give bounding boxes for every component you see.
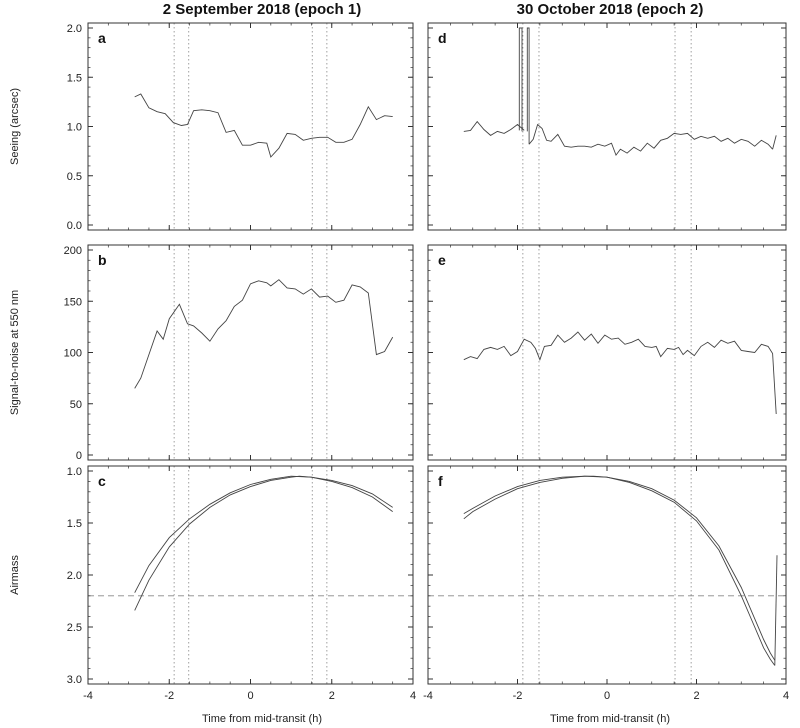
panel-f: -4 -2 0 2 4 f	[423, 465, 789, 702]
panel-f-series-1	[463, 475, 776, 666]
panel-d-series-1	[518, 27, 523, 132]
panel-c-letter: c	[98, 473, 106, 489]
panel-c-ytick-label-0: 1.0	[67, 466, 82, 478]
panel-a-ytick-label-4: 2.0	[67, 23, 82, 35]
panel-e: e	[427, 244, 787, 461]
left-column-title: 2 September 2018 (epoch 1)	[163, 1, 361, 18]
panel-a-ytick-label-0: 0.0	[67, 220, 82, 232]
panel-f-frame	[427, 465, 787, 685]
panel-f-series-0	[463, 475, 776, 661]
panel-c-xtick-label-3: 2	[329, 690, 335, 702]
panel-d-letter: d	[438, 30, 447, 46]
panel-a-frame	[87, 22, 414, 231]
panel-c-series-0	[134, 475, 393, 593]
panel-a-ytick-label-3: 1.5	[67, 72, 82, 84]
panel-c-y-axis-label: Airmass	[9, 555, 21, 595]
panel-c-xtick-label-2: 0	[247, 690, 253, 702]
panel-d-series-3	[528, 123, 773, 157]
panel-a-y-axis-label: Seeing (arcsec)	[9, 88, 21, 165]
panel-f-xtick-label-4: 4	[783, 690, 789, 702]
panel-b-ytick-label-4: 200	[64, 245, 82, 257]
panel-d-series-4	[772, 135, 777, 150]
panel-f-xtick-label-0: -4	[423, 690, 433, 702]
panel-a-ytick-label-2: 1.0	[67, 122, 82, 134]
panel-f-xtick-label-3: 2	[693, 690, 699, 702]
panel-a: 0.0 0.5 1.0 1.5 2.0 a Seeing (arcsec)	[9, 22, 414, 232]
panel-c-ytick-label-4: 3.0	[67, 674, 82, 686]
panel-d-series-0	[463, 120, 525, 136]
panel-e-letter: e	[438, 252, 446, 268]
panel-c: 1.0 1.5 2.0 2.5 3.0-4 -2 0 2 4 c Airmass	[9, 465, 416, 702]
right-column-title: 30 October 2018 (epoch 2)	[517, 1, 704, 18]
panel-b-ytick-label-1: 50	[70, 399, 82, 411]
panel-b-frame	[87, 244, 414, 461]
panel-e-series-0	[463, 331, 777, 415]
panel-d-series-2	[526, 27, 530, 145]
panel-c-ytick-label-3: 2.5	[67, 622, 82, 634]
left-x-axis-label: Time from mid-transit (h)	[202, 713, 322, 725]
panel-b: 0 50 100 150 200 b Signal-to-noise at 550 nm	[9, 244, 414, 462]
panel-c-frame	[87, 465, 414, 685]
panel-c-xtick-label-0: -4	[83, 690, 93, 702]
panel-b-ytick-label-3: 150	[64, 296, 82, 308]
panel-b-ytick-label-0: 0	[76, 450, 82, 462]
panel-c-ytick-label-1: 1.5	[67, 518, 82, 530]
panel-f-series-2	[774, 555, 778, 666]
panel-a-letter: a	[98, 30, 106, 46]
panel-f-xtick-label-1: -2	[513, 690, 523, 702]
chart-panels: 0.0 0.5 1.0 1.5 2.0 a Seeing (arcsec) 0 50 100 150…	[9, 22, 789, 702]
panel-c-series-1	[134, 475, 393, 611]
right-x-axis-label: Time from mid-transit (h)	[550, 713, 670, 725]
panel-f-xtick-label-2: 0	[604, 690, 610, 702]
panel-b-letter: b	[98, 252, 107, 268]
panel-a-ytick-label-1: 0.5	[67, 171, 82, 183]
panel-f-letter: f	[438, 473, 443, 489]
panel-c-xtick-label-1: -2	[164, 690, 174, 702]
panel-c-xtick-label-4: 4	[410, 690, 416, 702]
panel-b-y-axis-label: Signal-to-noise at 550 nm	[9, 290, 21, 415]
panel-b-ytick-label-2: 100	[64, 348, 82, 360]
panel-c-ytick-label-2: 2.0	[67, 570, 82, 582]
panel-a-series-0	[134, 93, 393, 158]
panel-b-series-0	[134, 279, 394, 389]
panel-d: d	[427, 22, 787, 231]
